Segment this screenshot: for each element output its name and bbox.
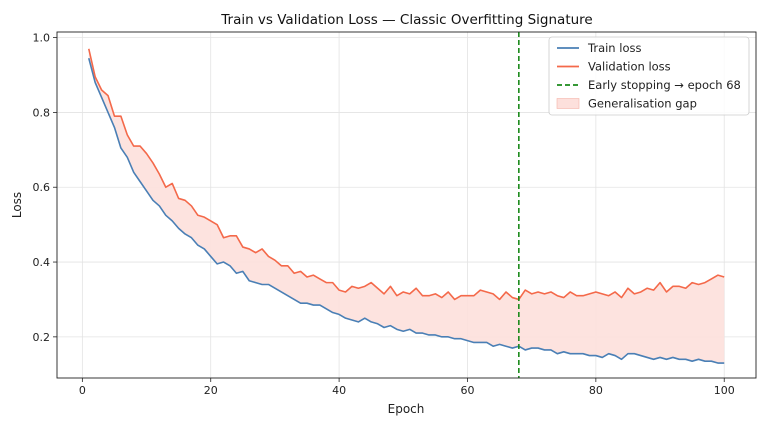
y-tick-label: 0.8 [33, 106, 51, 119]
legend-label: Validation loss [588, 60, 671, 74]
x-axis-label: Epoch [388, 402, 425, 416]
tick-layer: 0 20 40 60 80 100 0.2 0.4 0.6 0.8 1.0 [33, 32, 735, 397]
legend: Train loss Validation loss Early stopping … [548, 36, 750, 116]
legend-swatch [556, 98, 580, 109]
x-tick-label: 100 [714, 384, 735, 397]
x-tick-label: 40 [332, 384, 346, 397]
generalisation-gap-area [88, 48, 725, 364]
legend-item: Validation loss [557, 60, 671, 74]
y-tick-label: 0.2 [33, 331, 51, 344]
series-layer [87, 32, 725, 378]
axes-frame [56, 31, 757, 379]
legend-item: Early stopping → epoch 68 [557, 78, 741, 92]
legend-label: Early stopping → epoch 68 [588, 78, 741, 92]
chart-title: Train vs Validation Loss — Classic Overf… [220, 12, 592, 28]
y-axis-label: Loss [10, 192, 24, 218]
x-tick-label: 20 [204, 384, 218, 397]
y-tick-label: 1.0 [33, 32, 51, 45]
x-tick-label: 80 [589, 384, 603, 397]
y-tick-label: 0.6 [33, 181, 51, 194]
gap-fill-layer [88, 48, 725, 364]
legend-box [548, 36, 750, 116]
plot-frame [56, 31, 757, 379]
train-loss-line [87, 57, 725, 364]
legend-item: Generalisation gap [556, 97, 697, 111]
validation-loss-line [87, 48, 725, 301]
legend-label: Generalisation gap [588, 97, 697, 111]
legend-label: Train loss [587, 41, 641, 55]
y-tick-label: 0.4 [33, 256, 51, 269]
x-tick-label: 60 [460, 384, 474, 397]
legend-item: Train loss [557, 41, 641, 55]
x-tick-label: 0 [79, 384, 86, 397]
